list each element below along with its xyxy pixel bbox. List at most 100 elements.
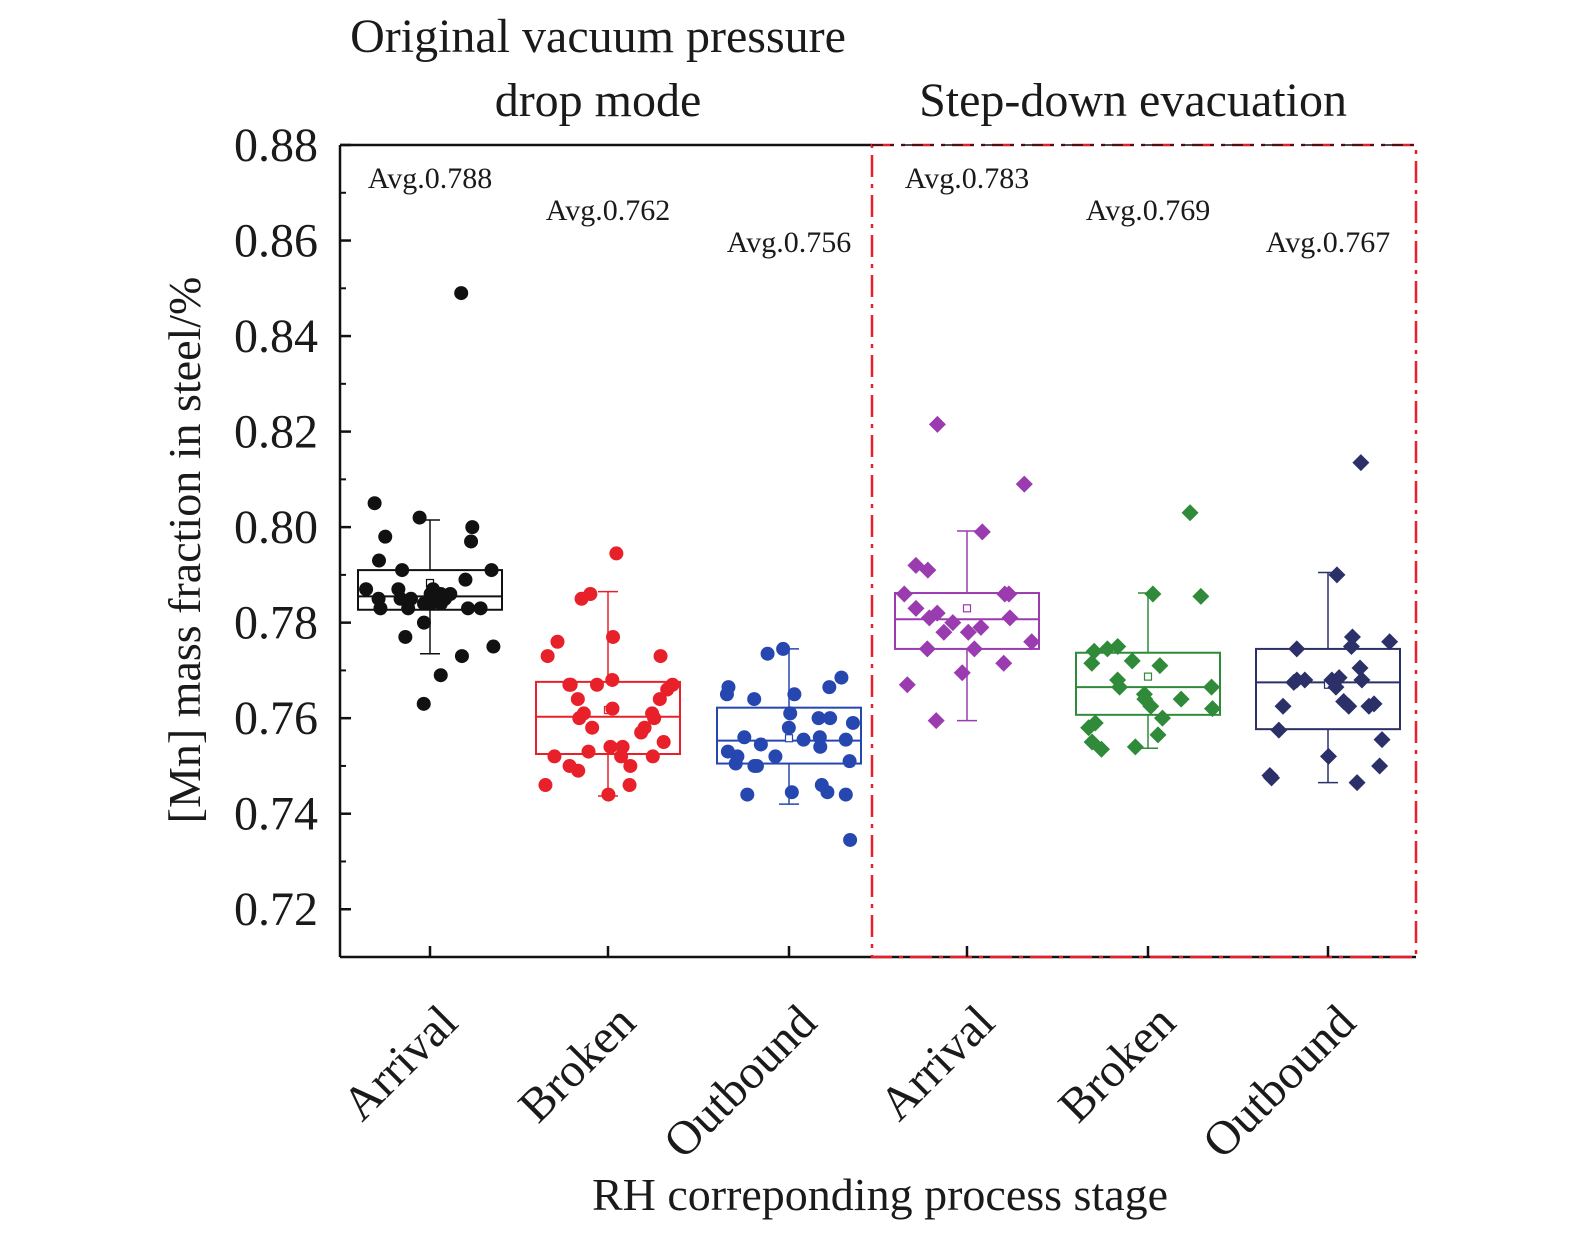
data-point	[1340, 697, 1358, 715]
data-point	[1342, 638, 1360, 656]
data-point	[1270, 721, 1288, 739]
data-point	[359, 582, 374, 597]
data-point	[653, 649, 668, 664]
group-title-step-down: Step-down evacuation	[919, 74, 1347, 127]
data-point	[953, 664, 971, 682]
group-title-original-line-1: Original vacuum pressure	[350, 10, 846, 63]
data-point	[820, 785, 835, 800]
data-point	[622, 778, 637, 793]
data-point	[1353, 671, 1371, 689]
data-point	[1348, 774, 1366, 792]
data-point	[461, 601, 476, 616]
y-tick-label: 0.78	[234, 597, 318, 650]
data-point	[484, 563, 499, 578]
data-point	[996, 585, 1014, 603]
data-point	[787, 687, 802, 702]
data-point	[747, 692, 762, 707]
data-point	[412, 510, 427, 525]
data-point	[1351, 659, 1369, 677]
data-point	[1142, 697, 1160, 715]
data-point	[719, 687, 734, 702]
data-point	[416, 615, 431, 630]
data-point	[740, 787, 755, 802]
data-point	[1151, 657, 1169, 675]
data-point	[601, 787, 616, 802]
data-point	[973, 523, 991, 541]
data-point	[834, 670, 849, 685]
mean-marker	[962, 604, 972, 613]
data-point	[1328, 566, 1346, 584]
data-point	[737, 730, 752, 745]
data-point	[822, 680, 837, 695]
data-point	[965, 640, 983, 658]
data-point	[1098, 640, 1116, 658]
data-point	[927, 712, 945, 730]
data-point	[920, 609, 938, 627]
data-point	[395, 563, 410, 578]
data-point	[781, 720, 796, 735]
data-point	[609, 546, 624, 561]
data-point	[603, 739, 618, 754]
data-point	[423, 596, 438, 611]
data-point	[959, 623, 977, 641]
data-point	[1203, 678, 1221, 696]
data-point	[581, 744, 596, 759]
data-point	[585, 720, 600, 735]
data-point	[783, 706, 798, 721]
data-point	[571, 763, 586, 778]
data-point	[645, 749, 660, 764]
y-tick-label: 0.76	[234, 692, 318, 745]
data-point	[652, 692, 667, 707]
data-point	[425, 582, 440, 597]
data-point	[623, 758, 638, 773]
y-tick-label: 0.86	[234, 215, 318, 268]
data-point	[605, 701, 620, 716]
data-point	[995, 654, 1013, 672]
avg-label: Avg.0.756	[727, 226, 851, 259]
data-point	[907, 599, 925, 617]
data-point	[538, 778, 553, 793]
data-point	[776, 641, 791, 656]
mean-marker	[1143, 672, 1153, 681]
data-point	[433, 668, 448, 683]
data-point	[1365, 695, 1383, 713]
data-point	[919, 561, 937, 579]
data-point	[728, 756, 743, 771]
box	[1075, 651, 1221, 716]
data-point	[1023, 633, 1041, 651]
data-point	[811, 711, 826, 726]
x-tick-label: Arrival	[332, 995, 467, 1130]
data-point	[1288, 640, 1306, 658]
highlight-box	[870, 143, 1418, 959]
data-point	[563, 677, 578, 692]
data-point	[1192, 587, 1210, 605]
x-tick-label: Outbound	[654, 995, 827, 1168]
data-point	[1153, 709, 1171, 727]
data-point	[1381, 633, 1399, 651]
avg-label: Avg.0.769	[1086, 194, 1210, 227]
y-tick-label: 0.74	[234, 788, 318, 841]
data-point	[1083, 654, 1101, 672]
data-point	[367, 496, 382, 511]
data-point	[589, 677, 604, 692]
data-point	[373, 601, 388, 616]
data-point	[1092, 740, 1110, 758]
data-point	[1371, 757, 1389, 775]
data-point	[823, 711, 838, 726]
data-point	[454, 649, 469, 664]
data-point	[1327, 678, 1345, 696]
data-point	[606, 629, 621, 644]
y-tick-label: 0.82	[234, 406, 318, 459]
data-point	[1001, 609, 1019, 627]
x-tick-label: Arrival	[869, 995, 1004, 1130]
data-point	[796, 732, 811, 747]
data-point	[928, 415, 946, 433]
data-point	[486, 639, 501, 654]
data-point	[393, 591, 408, 606]
data-point	[760, 646, 775, 661]
data-point	[401, 601, 416, 616]
data-point	[1144, 585, 1162, 603]
data-point	[1181, 504, 1199, 522]
data-point	[572, 711, 587, 726]
data-point	[1111, 678, 1129, 696]
